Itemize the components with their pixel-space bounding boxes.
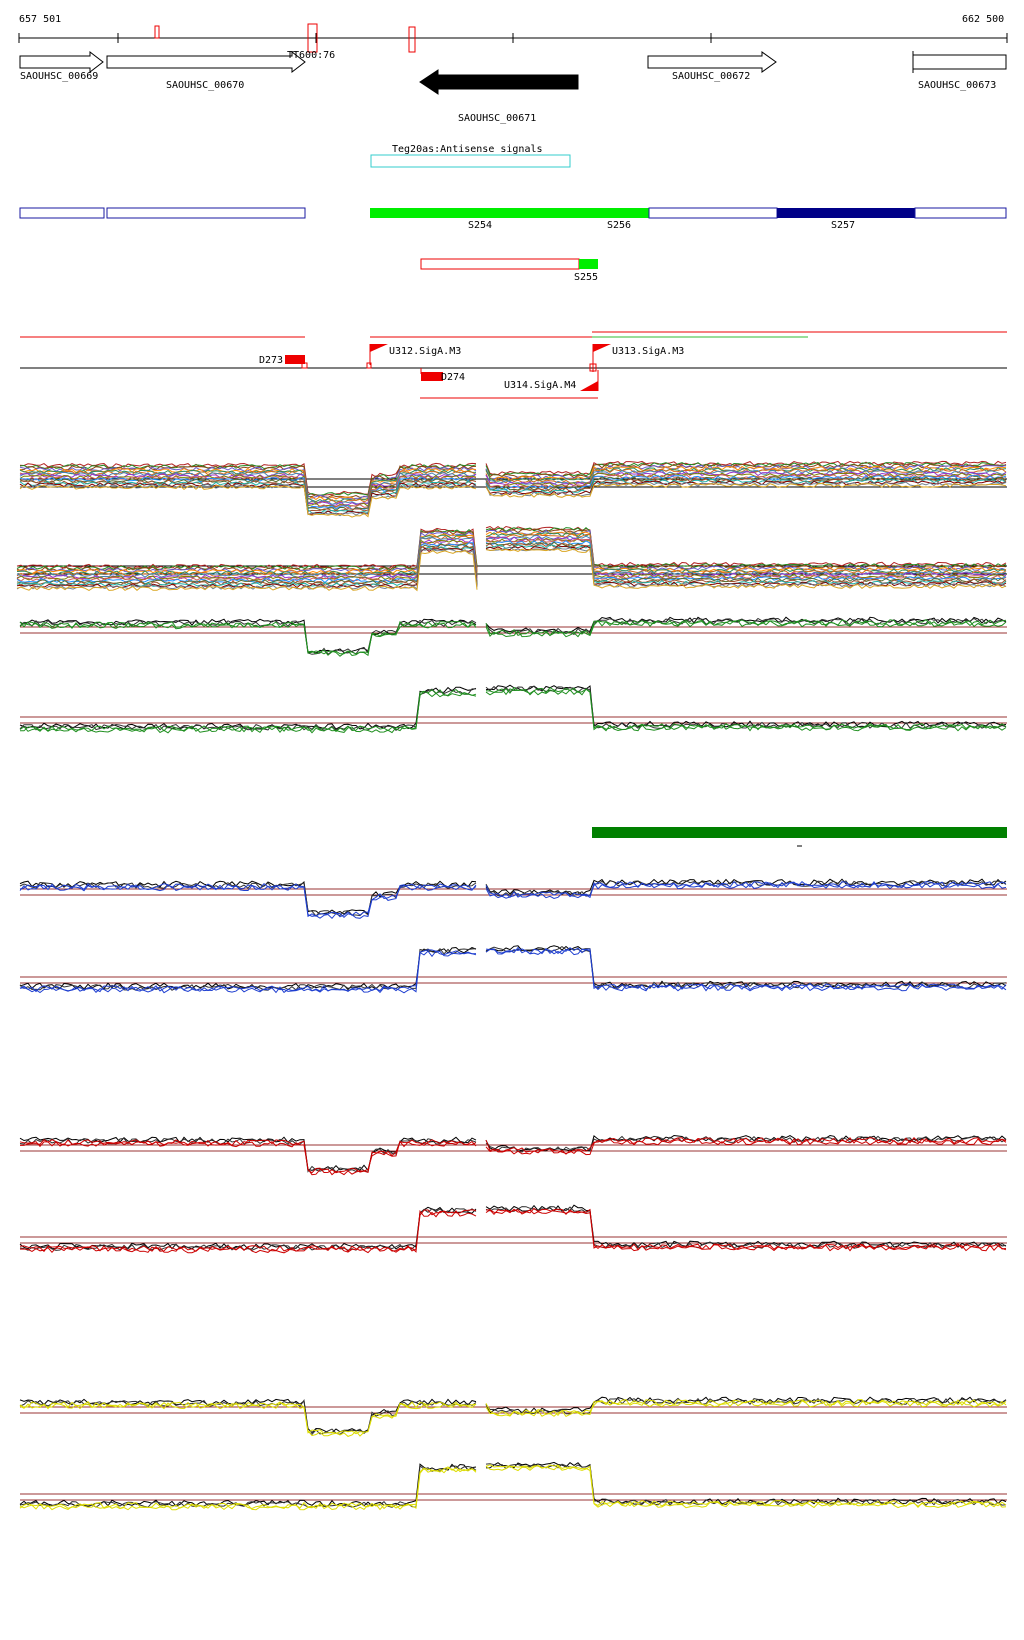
- signal-line: [16, 536, 1007, 580]
- signal-line: [19, 463, 1007, 499]
- promoter-u314-flag[interactable]: [580, 381, 598, 391]
- segment-label-s255: S255: [574, 272, 598, 283]
- signal-line: [19, 881, 1007, 920]
- track-yellow-forward: [19, 1396, 1007, 1437]
- segment-s257[interactable]: [777, 208, 915, 218]
- signal-line: [19, 685, 1007, 732]
- downshift-label-d274: D274: [441, 372, 465, 383]
- signal-line: [19, 1465, 1007, 1511]
- promoter-u312-flag[interactable]: [370, 344, 388, 352]
- signal-line: [16, 545, 1007, 589]
- gene-saouhsc-00670[interactable]: SAOUHSC_00670: [106, 50, 306, 91]
- signal-line: [19, 482, 1007, 518]
- promoter-track: D273 U312.SigA.M3 D274 U313.SigA.M3 U314…: [20, 331, 1007, 399]
- signal-line: [16, 540, 1007, 584]
- track-red-forward: [19, 1134, 1007, 1176]
- track-green-forward: [19, 616, 1007, 657]
- signal-line: [19, 688, 1007, 734]
- expression-tracks: [16, 460, 1007, 1511]
- signal-line: [19, 1463, 1007, 1508]
- downshift-label-d273: D273: [259, 355, 283, 366]
- gene-saouhsc-00671[interactable]: SAOUHSC_00671: [419, 69, 579, 124]
- segment-label-s254: S254: [468, 220, 492, 231]
- signal-line: [19, 620, 1007, 657]
- antisense-label: Teg20as:Antisense signals: [392, 144, 543, 155]
- condition-bar-green[interactable]: [592, 827, 1007, 838]
- track-blue-reverse: [19, 945, 1007, 994]
- downshift-d273[interactable]: [285, 355, 305, 364]
- antisense-signals[interactable]: Teg20as:Antisense signals: [370, 144, 571, 168]
- signal-line: [19, 1400, 1007, 1437]
- ruler-ticks: [18, 33, 1008, 43]
- signal-line: [19, 1138, 1007, 1176]
- gene-label: SAOUHSC_00673: [918, 80, 996, 91]
- segment-s255[interactable]: [579, 259, 598, 269]
- downshift-d274[interactable]: [421, 372, 443, 381]
- gene-saouhsc-00669[interactable]: SAOUHSC_00669: [19, 50, 104, 82]
- promoter-label-u314: U314.SigA.M4: [504, 380, 576, 391]
- segment-box[interactable]: [19, 207, 105, 219]
- gene-saouhsc-00673[interactable]: SAOUHSC_00673: [912, 51, 1007, 91]
- terminator-mark-2[interactable]: [408, 26, 416, 53]
- segment-box[interactable]: [106, 207, 306, 219]
- signal-line: [19, 1207, 1007, 1253]
- segment-s254-s256[interactable]: [370, 208, 649, 218]
- gene-label: SAOUHSC_00671: [458, 113, 536, 124]
- segment-track: S254 S256 S257 S255: [19, 207, 1007, 283]
- signal-line: [19, 619, 1007, 657]
- segment-outline-red[interactable]: [420, 258, 580, 270]
- promoter-u313-flag[interactable]: [593, 344, 611, 352]
- signal-line: [16, 527, 1007, 571]
- coord-end: 662 500: [962, 14, 1004, 25]
- track-blue-forward: [19, 878, 1007, 920]
- gene-label: SAOUHSC_00669: [20, 71, 98, 82]
- gene-track: SAOUHSC_00669 SAOUHSC_00670 SAOUHSC_0067…: [19, 50, 1007, 124]
- signal-line: [19, 684, 1007, 730]
- gene-label: SAOUHSC_00672: [672, 71, 750, 82]
- segment-box[interactable]: [914, 207, 1007, 219]
- signal-line: [16, 541, 1007, 585]
- gene-label: SAOUHSC_00670: [166, 80, 244, 91]
- signal-line: [16, 547, 1007, 592]
- signal-line: [19, 1399, 1007, 1435]
- signal-line: [19, 946, 1007, 993]
- signal-line: [19, 948, 1007, 994]
- downshift-d273-marker: [301, 362, 308, 369]
- promoter-u312-marker: [366, 362, 372, 369]
- track-yellow-reverse: [19, 1461, 1007, 1511]
- segment-label-s256: S256: [607, 220, 631, 231]
- track-multi-reverse: [16, 525, 1007, 592]
- segment-box[interactable]: [648, 207, 778, 219]
- segment-label-s257: S257: [831, 220, 855, 231]
- track-red-reverse: [19, 1204, 1007, 1254]
- antisense-box: [370, 154, 571, 168]
- promoter-label-u313: U313.SigA.M3: [612, 346, 684, 357]
- promoter-u313-marker: [589, 363, 597, 372]
- signal-line: [19, 686, 1007, 733]
- terminator-mark[interactable]: [307, 23, 318, 53]
- track-multi-forward: [19, 460, 1007, 518]
- coordinate-ruler: 657 501 662 500 TT600:76: [18, 14, 1008, 61]
- coord-start: 657 501: [19, 14, 61, 25]
- signal-line: [19, 1208, 1007, 1254]
- track-green-reverse: [19, 684, 1007, 734]
- terminator-mark-small[interactable]: [154, 25, 160, 39]
- promoter-label-u312: U312.SigA.M3: [389, 346, 461, 357]
- gene-saouhsc-00672[interactable]: SAOUHSC_00672: [647, 51, 777, 82]
- terminator-label: TT600:76: [287, 50, 335, 61]
